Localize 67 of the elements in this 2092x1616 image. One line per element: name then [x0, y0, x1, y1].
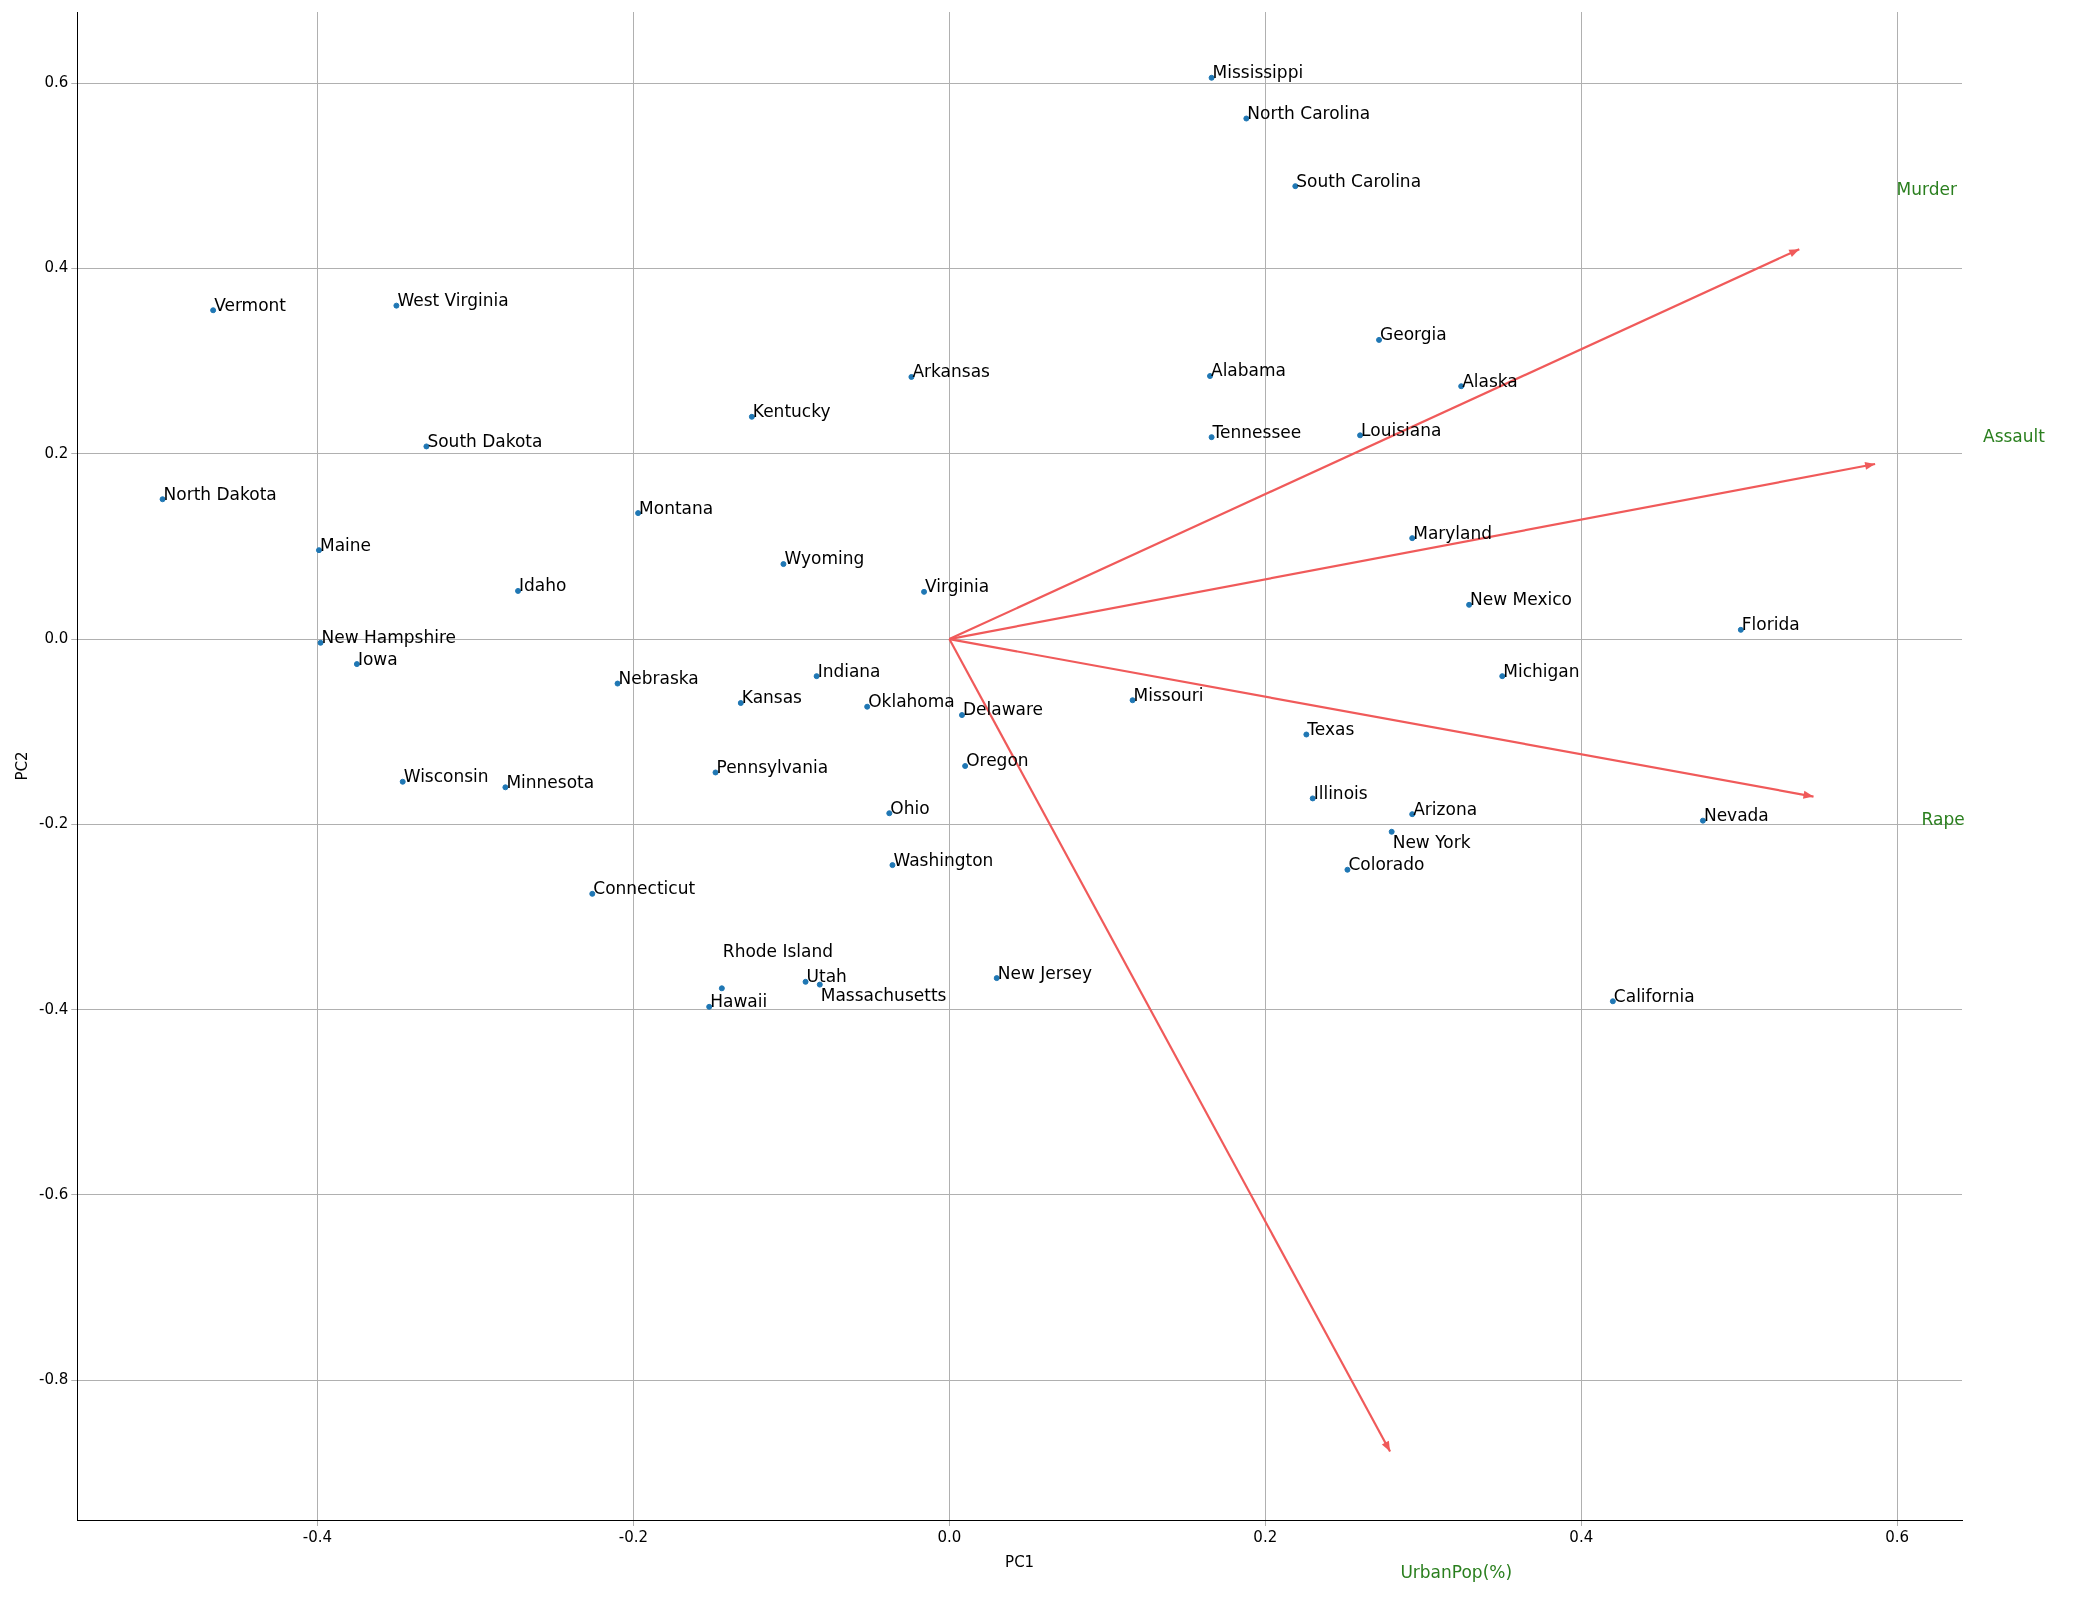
- data-label: Iowa: [357, 648, 398, 669]
- y-tick-label: 0.6: [44, 73, 69, 92]
- data-label: Tennessee: [1211, 421, 1302, 442]
- data-label: Rhode Island: [722, 940, 834, 961]
- y-axis-title: PC2: [12, 751, 31, 781]
- data-label: Pennsylvania: [716, 756, 829, 777]
- data-label: New York: [1392, 832, 1471, 853]
- y-tick-label: -0.4: [38, 999, 69, 1018]
- data-label: Montana: [639, 497, 714, 518]
- data-label: South Dakota: [427, 430, 543, 451]
- x-tick-label: -0.2: [618, 1527, 649, 1546]
- data-label: Texas: [1306, 718, 1355, 739]
- text: Assault: [1983, 426, 2046, 447]
- data-label: Oklahoma: [868, 691, 955, 712]
- data-label: Wisconsin: [403, 766, 489, 787]
- text: Rape: [1921, 808, 1965, 829]
- text: UrbanPop(%): [1400, 1561, 1513, 1582]
- data-label: Nevada: [1703, 805, 1769, 826]
- y-tick-label: -0.8: [38, 1370, 69, 1389]
- y-tick-label: 0.2: [44, 443, 69, 462]
- data-label: Missouri: [1133, 684, 1204, 705]
- data-label: West Virginia: [397, 290, 509, 311]
- data-label: Mississippi: [1212, 62, 1304, 83]
- data-label: Kansas: [741, 687, 803, 708]
- data-label: Colorado: [1348, 854, 1425, 875]
- x-tick-label: 0.0: [937, 1527, 962, 1546]
- data-label: Maryland: [1413, 522, 1493, 543]
- data-label: South Carolina: [1296, 170, 1422, 191]
- data-label: New Jersey: [997, 962, 1093, 983]
- data-label: Arkansas: [912, 361, 991, 382]
- data-label: New Hampshire: [321, 627, 457, 648]
- x-tick-label: 0.6: [1885, 1527, 1910, 1546]
- data-label: Utah: [806, 966, 847, 987]
- y-tick-label: 0.4: [44, 258, 69, 277]
- data-label: Virginia: [925, 576, 990, 597]
- data-label: Alabama: [1211, 360, 1286, 381]
- data-label: Alaska: [1462, 370, 1518, 391]
- data-label: Michigan: [1503, 660, 1580, 681]
- data-label: Wyoming: [784, 548, 865, 569]
- data-label: Maine: [319, 534, 372, 555]
- x-tick-label: 0.4: [1569, 1527, 1594, 1546]
- data-label: Massachusetts: [820, 985, 947, 1006]
- y-tick-label: 0.0: [44, 628, 69, 647]
- data-label: Vermont: [214, 294, 287, 315]
- data-label: Arizona: [1413, 798, 1478, 819]
- data-label: Illinois: [1313, 782, 1368, 803]
- x-tick-label: -0.4: [302, 1527, 333, 1546]
- data-label: Kentucky: [752, 401, 831, 422]
- data-label: California: [1613, 985, 1695, 1006]
- y-tick-label: -0.2: [38, 814, 69, 833]
- y-tick-label: -0.6: [38, 1184, 69, 1203]
- data-label: Georgia: [1380, 324, 1447, 345]
- data-label: Indiana: [817, 660, 881, 681]
- data-label: Idaho: [519, 575, 567, 596]
- x-axis-title: PC1: [1005, 1552, 1035, 1571]
- data-label: Hawaii: [710, 991, 768, 1012]
- data-label: North Dakota: [163, 483, 277, 504]
- data-label: Minnesota: [506, 771, 595, 792]
- text: Murder: [1896, 179, 1957, 200]
- data-label: Ohio: [890, 797, 930, 818]
- data-label: North Carolina: [1247, 102, 1371, 123]
- x-tick-label: 0.2: [1253, 1527, 1278, 1546]
- data-label: New Mexico: [1470, 589, 1572, 610]
- data-label: Connecticut: [593, 878, 696, 899]
- data-label: Nebraska: [618, 667, 699, 688]
- data-label: Florida: [1741, 614, 1800, 635]
- data-label: Washington: [893, 849, 994, 870]
